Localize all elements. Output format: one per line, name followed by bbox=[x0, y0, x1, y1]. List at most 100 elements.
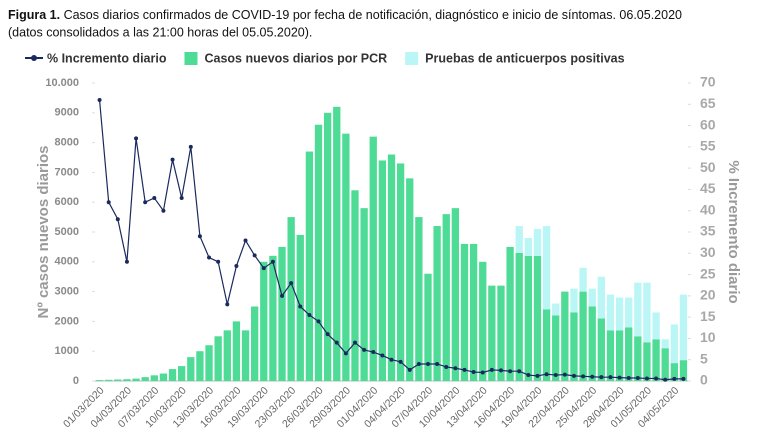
bar bbox=[260, 261, 268, 381]
bar bbox=[552, 303, 560, 316]
line-marker bbox=[489, 367, 494, 372]
line-marker bbox=[270, 259, 275, 264]
bar bbox=[515, 226, 523, 253]
line-marker bbox=[289, 281, 294, 286]
bar bbox=[570, 312, 578, 381]
line-marker bbox=[106, 200, 111, 205]
line-marker bbox=[590, 374, 595, 379]
bar bbox=[424, 273, 432, 381]
line-marker bbox=[562, 372, 567, 377]
legend-swatch bbox=[405, 52, 419, 65]
bar bbox=[323, 112, 332, 382]
line-marker bbox=[389, 357, 394, 362]
line-marker bbox=[498, 368, 503, 373]
line-marker bbox=[261, 266, 266, 271]
bar bbox=[679, 360, 688, 381]
bar bbox=[652, 339, 660, 381]
line-marker bbox=[571, 373, 576, 378]
bar bbox=[150, 375, 158, 381]
bar bbox=[223, 330, 231, 381]
line-marker bbox=[243, 238, 248, 243]
bar bbox=[314, 124, 323, 381]
bar bbox=[95, 380, 104, 381]
line-marker bbox=[444, 364, 449, 369]
bar bbox=[634, 336, 642, 381]
bar bbox=[615, 297, 624, 331]
line-marker bbox=[626, 376, 631, 381]
line-marker bbox=[617, 375, 622, 380]
bar bbox=[515, 252, 523, 381]
line-marker bbox=[234, 264, 239, 269]
bar bbox=[187, 357, 195, 381]
bar bbox=[643, 342, 651, 381]
bar bbox=[251, 306, 259, 381]
bar bbox=[497, 285, 505, 381]
bar bbox=[460, 243, 469, 381]
line-marker bbox=[635, 376, 640, 381]
bar bbox=[561, 291, 569, 381]
bar bbox=[552, 315, 560, 381]
bar bbox=[278, 246, 286, 381]
legend-label: Pruebas de anticuerpos positivas bbox=[425, 51, 624, 65]
line-marker bbox=[334, 340, 339, 345]
y2-tick-label: 60 bbox=[700, 116, 716, 132]
bar bbox=[305, 151, 314, 381]
bar bbox=[132, 378, 140, 381]
line-marker bbox=[252, 253, 257, 258]
line-marker bbox=[471, 370, 476, 375]
bar bbox=[333, 106, 341, 381]
line-marker bbox=[179, 195, 184, 200]
line-marker bbox=[480, 370, 485, 375]
bar bbox=[597, 276, 605, 319]
bar bbox=[342, 133, 350, 381]
y2-tick-label: 10 bbox=[700, 329, 716, 345]
bar bbox=[606, 330, 615, 381]
line-marker bbox=[608, 375, 613, 380]
line-marker bbox=[654, 376, 659, 381]
y2-tick-label: 35 bbox=[700, 223, 716, 239]
title-text: Casos diarios confirmados de COVID-19 po… bbox=[64, 8, 682, 22]
bar bbox=[123, 379, 131, 381]
y2-tick-label: 20 bbox=[700, 287, 716, 303]
bar bbox=[524, 237, 532, 256]
line-marker bbox=[362, 347, 367, 352]
line-marker bbox=[188, 144, 193, 149]
bar bbox=[205, 345, 213, 381]
line-marker bbox=[435, 361, 440, 366]
line-marker bbox=[134, 136, 139, 141]
bar bbox=[241, 330, 250, 381]
line-marker bbox=[197, 234, 202, 239]
bar bbox=[506, 246, 514, 381]
line-marker bbox=[207, 255, 212, 260]
line-marker bbox=[225, 302, 230, 307]
line-marker bbox=[161, 208, 166, 213]
y2-tick-label: 45 bbox=[700, 180, 716, 196]
y2-axis-label: % Incremento diario bbox=[725, 160, 742, 303]
y2-tick-label: 55 bbox=[700, 138, 716, 154]
bar bbox=[415, 217, 423, 381]
y-tick-label: 0 bbox=[73, 375, 79, 387]
line-marker bbox=[544, 372, 549, 377]
legend-label: Casos nuevos diarios por PCR bbox=[204, 51, 387, 65]
bar bbox=[542, 226, 551, 310]
y-tick-label: 7000 bbox=[55, 166, 79, 178]
bar bbox=[661, 348, 669, 381]
bar bbox=[196, 351, 204, 381]
line-marker bbox=[526, 373, 531, 378]
y2-tick-label: 0 bbox=[700, 372, 708, 388]
bar bbox=[533, 229, 542, 256]
y-tick-label: 1000 bbox=[55, 345, 79, 357]
bar bbox=[643, 282, 651, 343]
line-marker bbox=[143, 200, 148, 205]
bar bbox=[524, 255, 532, 381]
line-marker bbox=[553, 373, 558, 378]
bar bbox=[670, 324, 678, 364]
bar bbox=[615, 330, 624, 381]
line-marker bbox=[316, 319, 321, 324]
line-marker bbox=[581, 374, 586, 379]
line-marker bbox=[681, 376, 686, 381]
line-marker bbox=[462, 367, 467, 372]
bar bbox=[634, 282, 642, 337]
bar bbox=[597, 318, 605, 381]
